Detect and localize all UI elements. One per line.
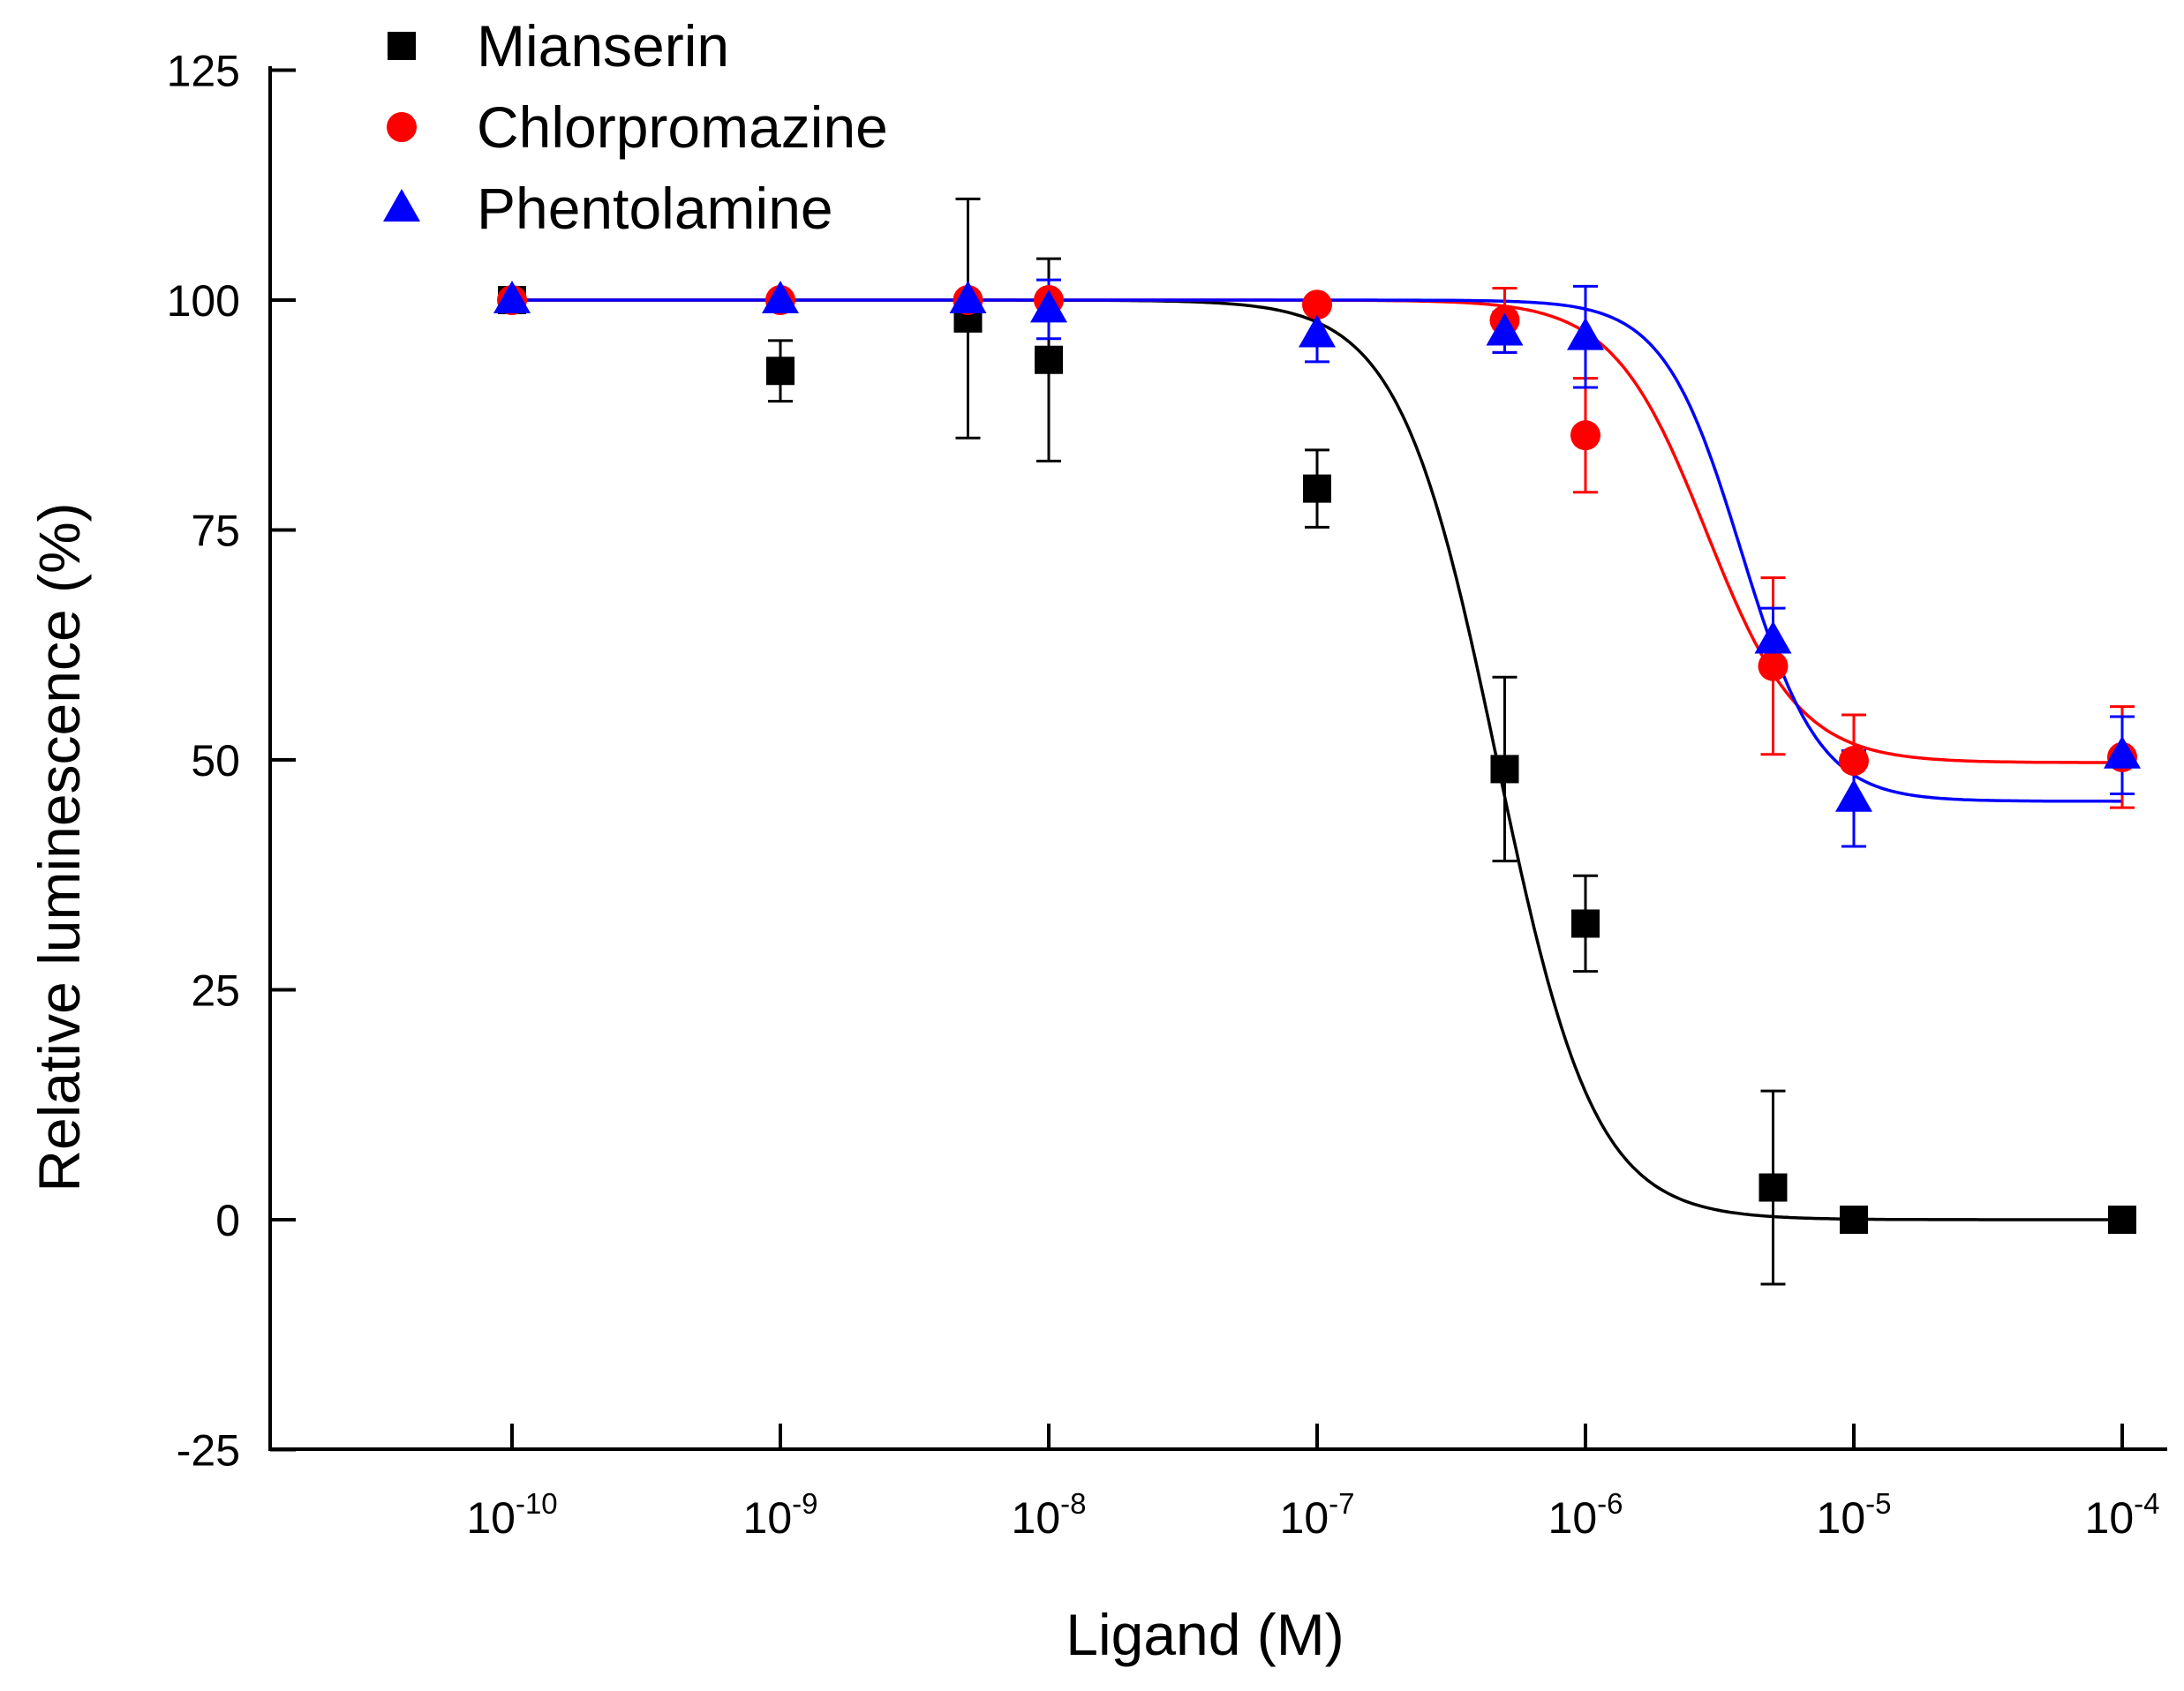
data-point-phentolamine (1299, 314, 1336, 348)
fit-curve-chlorpromazine (512, 298, 2122, 764)
data-point-phentolamine (1567, 317, 1604, 350)
legend-label: Phentolamine (477, 176, 833, 241)
data-point-chlorpromazine (1758, 650, 1789, 681)
data-point-mianserin (1303, 474, 1331, 503)
data-point-chlorpromazine (1302, 289, 1332, 320)
x-tick-label: 10-8 (1012, 1487, 1087, 1543)
legend-marker-chlorpromazine (387, 112, 417, 142)
data-point-mianserin (1758, 1173, 1788, 1202)
x-tick-label: 10-10 (466, 1487, 557, 1543)
x-tick-label: 10-5 (1817, 1487, 1892, 1543)
x-tick-label: 10-6 (1548, 1487, 1623, 1543)
x-axis-ticks: 10-10 10-9 10-8 10-7 10-6 10-5 10-4 (466, 1424, 2159, 1543)
data-point-chlorpromazine (1839, 746, 1869, 777)
x-tick-label: 10-7 (1280, 1487, 1355, 1543)
x-tick-exponent: -6 (1597, 1487, 1623, 1520)
data-point-phentolamine (762, 281, 799, 313)
x-tick-exponent: -8 (1060, 1487, 1086, 1520)
fit-curve-phentolamine (512, 298, 2122, 803)
data-point-phentolamine (493, 281, 531, 313)
data-point-phentolamine (1030, 289, 1067, 323)
legend-label: Chlorpromazine (477, 94, 888, 160)
data-point-mianserin (2108, 1206, 2136, 1234)
legend: Mianserin Chlorpromazine Phentolamine (383, 13, 888, 241)
x-tick-label: 10-9 (743, 1487, 818, 1543)
x-tick-base: 10 (466, 1493, 516, 1543)
x-tick-base: 10 (1817, 1493, 1866, 1543)
data-point-phentolamine (1835, 778, 1872, 812)
x-tick-base: 10 (1012, 1493, 1061, 1543)
error-bars (768, 197, 2135, 1286)
data-point-phentolamine (2104, 735, 2141, 769)
y-tick-label: -25 (177, 1426, 240, 1476)
y-tick-label: 75 (191, 507, 240, 556)
legend-label: Mianserin (477, 13, 729, 79)
legend-marker-mianserin (388, 32, 416, 60)
x-tick-exponent: -4 (2134, 1487, 2159, 1520)
x-tick-exponent: -10 (516, 1487, 558, 1520)
y-tick-label: 125 (167, 47, 240, 96)
y-axis-ticks: 125 100 75 50 25 0 -25 (167, 47, 296, 1476)
data-point-mianserin (1840, 1206, 1868, 1234)
data-point-phentolamine (1486, 312, 1524, 346)
x-tick-base: 10 (2085, 1493, 2135, 1543)
x-tick-base: 10 (1280, 1493, 1329, 1543)
x-tick-exponent: -9 (792, 1487, 817, 1520)
x-axis-title: Ligand (M) (1066, 1602, 1344, 1667)
plot-frame (268, 66, 2167, 1451)
y-axis-title: Relative luminescence (%) (26, 502, 92, 1191)
data-point-mianserin (1035, 345, 1063, 374)
fit-curve-mianserin (512, 298, 2122, 1221)
data-point-chlorpromazine (1570, 420, 1600, 451)
y-tick-label: 50 (191, 736, 240, 785)
data-markers (493, 281, 2141, 1234)
data-point-mianserin (766, 357, 795, 386)
x-tick-label: 10-4 (2085, 1487, 2160, 1543)
x-tick-base: 10 (1548, 1493, 1598, 1543)
x-tick-exponent: -5 (1865, 1487, 1891, 1520)
fit-curves (512, 298, 2122, 1221)
x-tick-base: 10 (743, 1493, 793, 1543)
y-tick-label: 100 (167, 276, 240, 326)
x-tick-exponent: -7 (1329, 1487, 1354, 1520)
y-tick-label: 25 (191, 966, 240, 1016)
data-point-mianserin (1571, 909, 1600, 938)
data-point-phentolamine (949, 281, 987, 313)
y-tick-label: 0 (215, 1196, 240, 1245)
legend-marker-phentolamine (383, 189, 420, 222)
data-point-phentolamine (1754, 620, 1792, 654)
data-point-mianserin (1490, 755, 1519, 784)
